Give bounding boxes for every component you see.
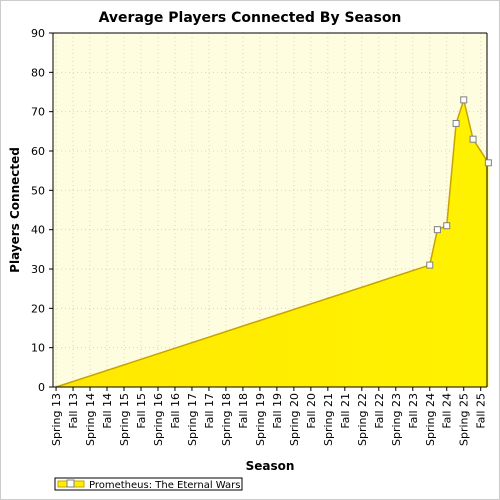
x-tick-label: Spring 14: [84, 393, 97, 446]
legend-marker: [66, 479, 75, 488]
data-point-marker: [426, 261, 434, 269]
x-tick-label: Fall 22: [373, 393, 386, 429]
x-tick-label: Spring 15: [118, 393, 131, 446]
y-tick-label: 10: [31, 342, 45, 355]
x-tick-label: Spring 19: [254, 393, 267, 446]
x-tick-label: Spring 20: [288, 393, 301, 446]
y-tick-label: 70: [31, 106, 45, 119]
y-tick-label: 90: [31, 27, 45, 40]
data-point-marker: [452, 119, 460, 127]
legend-label: Prometheus: The Eternal Wars: [89, 480, 241, 491]
series-area: [55, 97, 489, 388]
x-axis-label: Season: [246, 459, 295, 473]
x-tick-labels: Spring 13 Fall 13 Spring 14 Fall 14 Spring 1…: [50, 387, 488, 446]
y-tick-label: 50: [31, 184, 45, 197]
x-tick-label: Spring 25: [458, 393, 471, 446]
x-tick-label: Spring 17: [186, 393, 199, 446]
legend-box: [54, 477, 243, 491]
x-tick-label: Spring 21: [322, 393, 335, 446]
data-point-marker: [443, 222, 451, 230]
x-tick-label: Fall 13: [67, 393, 80, 429]
y-tick-label: 80: [31, 66, 45, 79]
y-tick-label: 40: [31, 224, 45, 237]
y-tick-label: 0: [38, 381, 45, 394]
series-markers: [426, 96, 492, 269]
data-point-marker: [484, 159, 492, 167]
legend: Prometheus: The Eternal Wars: [54, 477, 243, 491]
x-tick-label: Fall 18: [237, 393, 250, 429]
x-tick-label: Spring 13: [50, 393, 63, 446]
x-tick-label: Fall 24: [441, 393, 454, 429]
y-tick-labels: 0 10 20 30 40 50 60 70 80 90: [31, 27, 53, 394]
area-fill: [56, 99, 489, 387]
series-line: [55, 97, 489, 388]
x-tick-label: Fall 16: [169, 393, 182, 429]
x-tick-label: Spring 23: [390, 393, 403, 446]
y-tick-label: 20: [31, 302, 45, 315]
x-tick-label: Fall 17: [203, 393, 216, 429]
y-axis-label: Players Connected: [8, 147, 22, 273]
y-tick-label: 30: [31, 263, 45, 276]
x-tick-label: Fall 20: [305, 393, 318, 429]
data-point-marker: [469, 135, 477, 143]
x-tick-label: Spring 22: [356, 393, 369, 446]
x-tick-label: Fall 25: [475, 393, 488, 429]
x-tick-label: Fall 21: [339, 393, 352, 429]
x-tick-label: Fall 14: [101, 393, 114, 429]
x-tick-label: Spring 16: [152, 393, 165, 446]
x-tick-label: Spring 24: [424, 393, 437, 446]
x-tick-label: Fall 23: [407, 393, 420, 429]
chart-title: Average Players Connected By Season: [99, 10, 402, 26]
x-tick-label: Spring 18: [220, 393, 233, 446]
data-point-marker: [433, 226, 441, 234]
x-tick-label: Fall 15: [135, 393, 148, 429]
data-point-marker: [460, 96, 468, 104]
axes: [52, 32, 488, 388]
x-tick-label: Fall 19: [271, 393, 284, 429]
y-tick-label: 60: [31, 145, 45, 158]
